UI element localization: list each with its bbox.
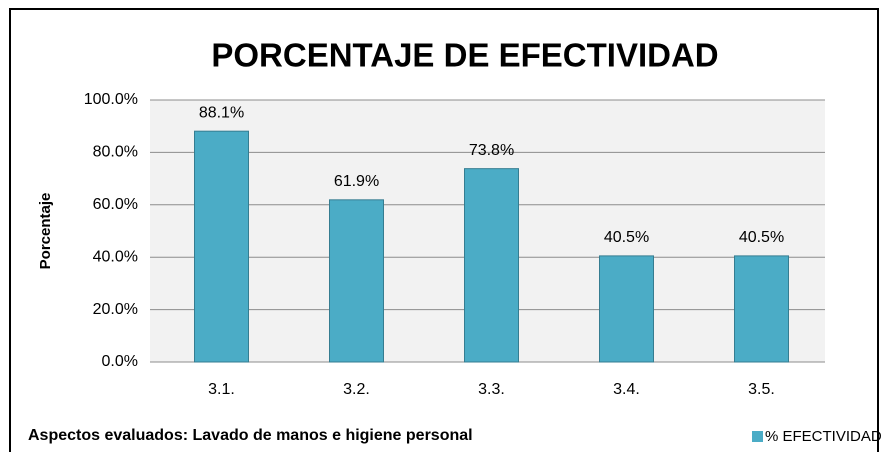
y-tick-label: 20.0%	[93, 301, 138, 318]
data-label: 40.5%	[739, 229, 784, 246]
x-tick-label: 3.3.	[478, 381, 505, 398]
x-axis-label: Aspectos evaluados: Lavado de manos e hi…	[28, 427, 473, 444]
data-label: 61.9%	[334, 173, 379, 190]
x-tick-label: 3.2.	[343, 381, 370, 398]
y-tick-label: 40.0%	[93, 248, 138, 265]
bar	[464, 168, 519, 363]
y-axis-label: Porcentaje	[37, 193, 54, 270]
bar	[734, 255, 789, 363]
bar	[194, 130, 249, 363]
x-tick-label: 3.1.	[208, 381, 235, 398]
y-tick-label: 0.0%	[102, 353, 138, 370]
data-label: 88.1%	[199, 104, 244, 121]
legend-label: % EFECTIVIDAD	[765, 428, 882, 445]
y-tick-label: 80.0%	[93, 144, 138, 161]
y-tick-label: 100.0%	[84, 91, 138, 108]
data-label: 73.8%	[469, 142, 514, 159]
bar	[329, 199, 384, 363]
x-tick-label: 3.5.	[748, 381, 775, 398]
y-tick-label: 60.0%	[93, 196, 138, 213]
chart-title: PORCENTAJE DE EFECTIVIDAD	[211, 37, 718, 74]
data-label: 40.5%	[604, 229, 649, 246]
x-tick-label: 3.4.	[613, 381, 640, 398]
bar	[599, 255, 654, 363]
legend-swatch	[752, 431, 763, 442]
